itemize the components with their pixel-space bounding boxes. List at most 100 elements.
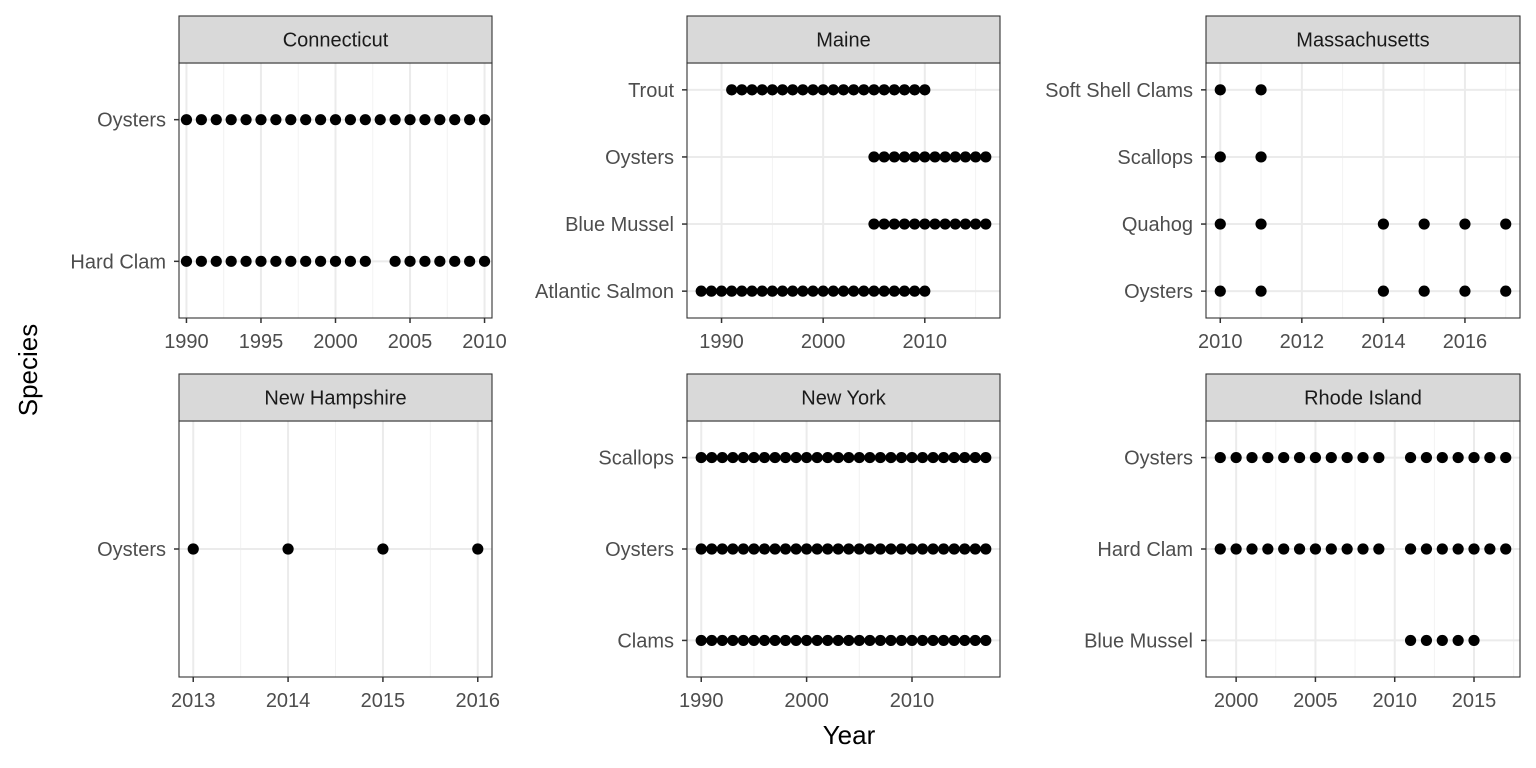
point-new-york-clams-2010 <box>906 634 918 647</box>
y-tick-label-oysters: Oysters <box>1124 448 1193 470</box>
point-massachusetts-scallops-2010 <box>1214 151 1226 163</box>
point-connecticut-hard-clam-2007 <box>434 255 446 267</box>
strip-connecticut <box>178 15 493 64</box>
point-maine-atlantic-salmon-1997 <box>787 285 799 297</box>
point-connecticut-hard-clam-1991 <box>195 255 207 267</box>
strip-label-rhode-island: Rhode Island <box>1304 388 1422 410</box>
point-maine-blue-mussel-2008 <box>898 218 911 230</box>
point-new-york-clams-2005 <box>853 634 865 647</box>
strip-new-york <box>686 373 1001 422</box>
x-tick-label: 2010 <box>462 331 507 353</box>
y-tick-label-hard-clam: Hard Clam <box>70 251 166 273</box>
point-new-york-scallops-2005 <box>853 451 865 464</box>
point-maine-trout-1993 <box>746 84 758 96</box>
point-rhode-island-blue-mussel-2013 <box>1436 634 1448 647</box>
point-new-york-oysters-1990 <box>695 543 707 555</box>
point-rhode-island-oysters-2017 <box>1500 451 1512 464</box>
strip-label-maine: Maine <box>816 30 870 52</box>
x-tick-label: 2000 <box>784 690 829 712</box>
point-rhode-island-oysters-2004 <box>1293 451 1306 464</box>
point-connecticut-oysters-2000 <box>329 114 342 126</box>
point-new-york-clams-2008 <box>885 634 897 647</box>
point-new-york-clams-2000 <box>801 634 813 647</box>
point-maine-trout-1992 <box>736 84 748 96</box>
point-maine-blue-mussel-2015 <box>970 218 982 230</box>
point-new-hampshire-oysters-2013 <box>187 543 199 555</box>
x-tick-label: 2016 <box>456 690 501 712</box>
x-tick-label: 2015 <box>361 690 406 712</box>
point-connecticut-oysters-1995 <box>255 114 267 126</box>
point-new-york-scallops-2017 <box>980 451 992 464</box>
point-connecticut-oysters-2010 <box>478 114 491 126</box>
point-new-york-clams-1991 <box>706 634 718 647</box>
point-connecticut-hard-clam-2005 <box>404 255 416 267</box>
point-new-york-clams-2002 <box>822 634 834 647</box>
point-rhode-island-hard-clam-2008 <box>1357 543 1369 555</box>
point-new-york-scallops-2016 <box>969 451 981 464</box>
point-rhode-island-blue-mussel-2014 <box>1452 634 1464 647</box>
point-new-york-scallops-1992 <box>716 451 728 464</box>
point-maine-oysters-2011 <box>929 151 941 163</box>
point-new-york-scallops-1998 <box>779 451 792 464</box>
point-maine-trout-2004 <box>858 84 870 96</box>
point-connecticut-oysters-2003 <box>374 114 386 126</box>
point-new-york-oysters-2007 <box>874 543 886 555</box>
point-maine-blue-mussel-2009 <box>909 218 921 230</box>
strip-label-new-hampshire: New Hampshire <box>264 388 406 410</box>
point-maine-blue-mussel-2014 <box>959 218 972 230</box>
point-new-york-oysters-2012 <box>927 543 939 555</box>
point-new-york-clams-2006 <box>864 634 876 647</box>
panel-border <box>686 62 1001 319</box>
point-rhode-island-oysters-2005 <box>1309 451 1322 464</box>
point-new-york-scallops-2002 <box>822 451 834 464</box>
point-rhode-island-hard-clam-2017 <box>1500 543 1512 555</box>
point-new-york-oysters-2017 <box>980 543 992 555</box>
point-maine-atlantic-salmon-1999 <box>807 285 819 297</box>
point-massachusetts-oysters-2014 <box>1377 285 1389 297</box>
point-rhode-island-oysters-2001 <box>1246 451 1258 464</box>
point-new-york-scallops-1993 <box>727 451 739 464</box>
point-connecticut-oysters-2001 <box>344 114 357 126</box>
point-maine-oysters-2010 <box>919 151 931 163</box>
point-rhode-island-hard-clam-2000 <box>1230 543 1242 555</box>
point-new-york-clams-1998 <box>779 634 792 647</box>
point-new-york-scallops-2008 <box>885 451 897 464</box>
point-new-york-oysters-2000 <box>801 543 813 555</box>
point-maine-oysters-2012 <box>939 151 951 163</box>
point-maine-atlantic-salmon-2003 <box>848 285 860 297</box>
x-tick-label: 2000 <box>313 331 358 353</box>
point-connecticut-oysters-2002 <box>359 114 371 126</box>
panel-border <box>1205 62 1521 319</box>
panel-maine: Maine 1990 2000 2010 Atlantic Salmon Blue Mus… <box>535 15 1001 353</box>
y-tick-label-oysters: Oysters <box>97 110 166 132</box>
point-rhode-island-oysters-2011 <box>1404 451 1417 464</box>
x-tick-label: 2010 <box>1372 690 1417 712</box>
point-massachusetts-quahog-2015 <box>1418 218 1430 230</box>
point-new-york-clams-2013 <box>938 634 950 647</box>
point-rhode-island-blue-mussel-2012 <box>1420 634 1433 647</box>
x-tick-label: 2010 <box>1198 331 1243 353</box>
point-new-york-oysters-1993 <box>727 543 739 555</box>
x-tick-label: 2005 <box>1293 690 1338 712</box>
point-new-york-clams-1994 <box>737 634 749 647</box>
panel-new-hampshire: New Hampshire 2013 2014 2015 2016 Oysters <box>97 373 501 712</box>
point-rhode-island-oysters-2003 <box>1278 451 1290 464</box>
point-connecticut-hard-clam-2000 <box>329 255 342 267</box>
x-tick-label: 2005 <box>388 331 433 353</box>
point-massachusetts-quahog-2016 <box>1459 218 1471 230</box>
point-connecticut-hard-clam-1994 <box>240 255 252 267</box>
point-rhode-island-hard-clam-2011 <box>1404 543 1417 555</box>
point-connecticut-oysters-2009 <box>464 114 476 126</box>
point-new-york-oysters-2010 <box>906 543 918 555</box>
point-new-york-scallops-2014 <box>948 451 960 464</box>
point-maine-trout-2006 <box>878 84 890 96</box>
y-tick-label-clams: Clams <box>617 630 674 652</box>
point-maine-atlantic-salmon-2005 <box>868 285 880 297</box>
point-new-hampshire-oysters-2016 <box>472 543 484 555</box>
point-new-york-oysters-2016 <box>969 543 981 555</box>
point-maine-blue-mussel-2012 <box>939 218 951 230</box>
y-tick-label-quahog: Quahog <box>1122 214 1193 236</box>
point-rhode-island-hard-clam-2002 <box>1262 543 1274 555</box>
point-rhode-island-oysters-2006 <box>1325 451 1337 464</box>
panel-rhode-island: Rhode Island 2000 2005 2010 2015 Blue Mussel H… <box>1084 373 1521 712</box>
